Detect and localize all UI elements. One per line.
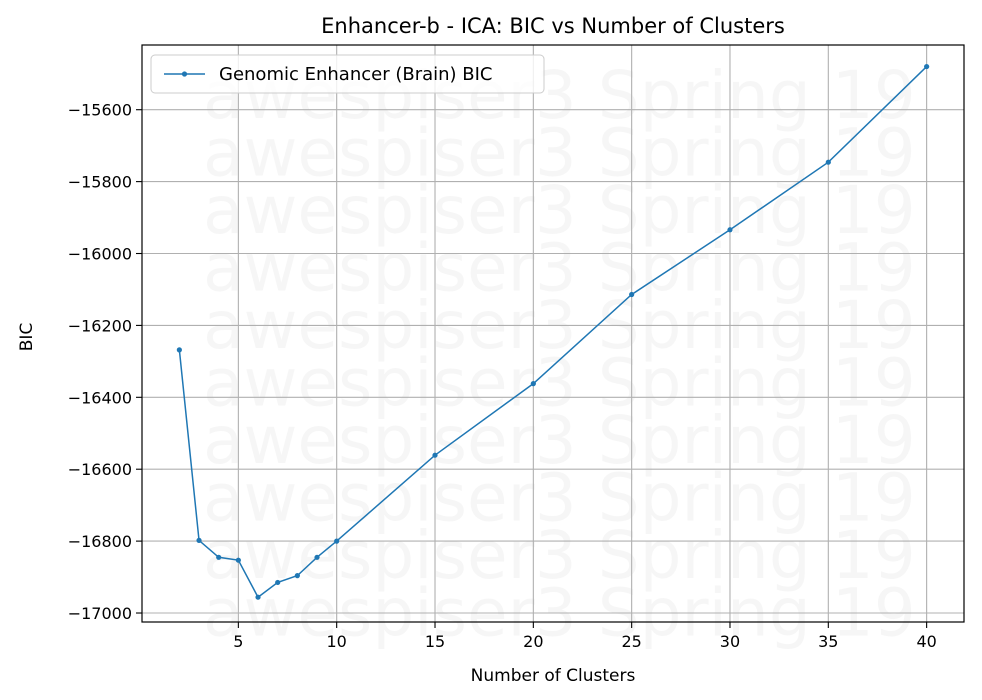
data-point [196,537,202,543]
y-tick-label: −15600 [68,101,132,120]
legend-label: Genomic Enhancer (Brain) BIC [219,64,493,85]
data-point [530,381,536,387]
tick-layer: 5 10 15 20 25 30 35 40 −17000 −16800 −16600 −16400 −… [68,101,937,651]
y-tick-label: −16800 [68,532,132,551]
data-point [825,159,831,165]
data-point [629,291,635,298]
x-tick-label: 20 [523,632,543,651]
y-tick-label: −16400 [68,388,132,407]
grid-layer [142,45,964,622]
data-point [216,554,222,560]
x-axis-label: Number of Clusters [471,666,636,686]
y-tick-label: −16200 [68,316,132,335]
legend-marker-swatch [181,71,188,77]
x-tick-label: 15 [425,632,445,651]
legend-box [150,54,545,94]
plot-frame [141,44,965,623]
y-tick-label: −15800 [68,173,132,192]
y-tick-label: −16600 [68,460,132,479]
y-tick-label: −17000 [68,604,132,623]
legend: Genomic Enhancer (Brain) BIC [150,54,545,94]
chart-title: Enhancer-b - ICA: BIC vs Number of Clust… [321,14,785,38]
data-point [176,347,182,353]
data-point [314,554,320,560]
x-tick-label: 35 [818,632,838,651]
data-point [255,594,261,600]
data-point [924,63,930,70]
data-point [235,557,241,563]
data-point [727,227,733,233]
data-point [432,452,438,458]
data-point [294,573,300,579]
x-tick-label: 25 [621,632,641,651]
x-tick-label: 10 [327,632,347,651]
x-tick-label: 40 [916,632,936,651]
y-axis-label: BIC [17,323,37,352]
series-layer [176,63,930,600]
y-tick-label: −16000 [68,245,132,264]
data-point [334,538,340,544]
x-tick-label: 30 [720,632,740,651]
x-tick-label: 5 [233,632,243,651]
data-point [275,579,281,586]
